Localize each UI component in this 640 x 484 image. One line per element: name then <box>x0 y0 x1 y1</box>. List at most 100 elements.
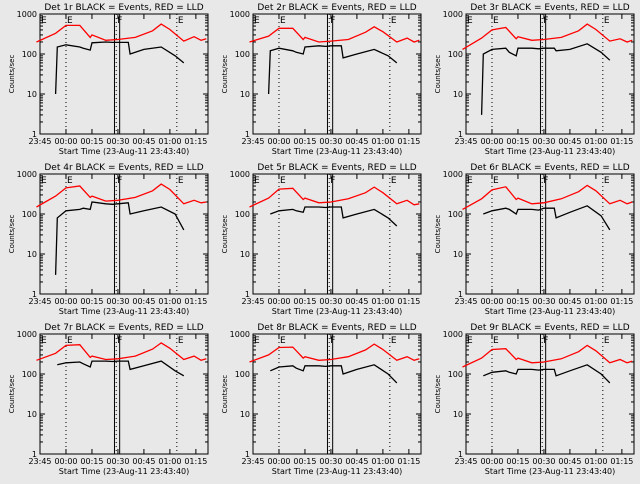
marker-label: E <box>280 16 286 26</box>
x-tick-label: 00:15 <box>506 457 529 466</box>
y-tick-label: 100 <box>235 50 250 59</box>
x-axis-label: Start Time (23-Aug-11 23:43:40) <box>272 467 403 476</box>
x-tick-label: 00:15 <box>293 137 316 146</box>
x-axis-label: Start Time (23-Aug-11 23:43:40) <box>272 147 403 156</box>
x-tick-label: 01:00 <box>158 137 181 146</box>
series-line-lld <box>249 343 420 363</box>
marker-label: E <box>493 176 499 186</box>
x-tick-label: 01:00 <box>158 457 181 466</box>
y-tick-label: 10 <box>27 250 37 259</box>
y-tick-label: 1 <box>458 290 463 299</box>
y-tick-label: 100 <box>235 210 250 219</box>
marker-label: E <box>493 16 499 26</box>
y-tick-label: 10 <box>453 90 463 99</box>
x-tick-label: 01:00 <box>371 297 394 306</box>
x-tick-label: 00:45 <box>132 137 155 146</box>
y-tick-label: 1000 <box>230 10 250 19</box>
x-tick-label: 00:00 <box>267 137 290 146</box>
series-line-events <box>270 206 398 227</box>
x-tick-label: 00:15 <box>80 457 103 466</box>
x-tick-label: 00:15 <box>293 297 316 306</box>
plot-frame <box>465 173 635 295</box>
x-tick-label: 01:00 <box>371 137 394 146</box>
plot-panel-4: Det 4r BLACK = Events, RED = LLD 1 10 100 10… <box>8 163 209 316</box>
y-tick-label: 100 <box>22 50 37 59</box>
x-tick-label: 00:45 <box>132 457 155 466</box>
marker-label: E <box>67 16 73 26</box>
plot-frame <box>252 173 422 295</box>
y-tick-label: 10 <box>453 410 463 419</box>
x-tick-label: 00:00 <box>480 297 503 306</box>
x-tick-label: 00:00 <box>54 457 77 466</box>
series-line-lld <box>36 342 207 362</box>
x-tick-label: 23:45 <box>28 457 51 466</box>
x-tick-label: 00:15 <box>293 457 316 466</box>
x-tick-label: 00:45 <box>558 297 581 306</box>
y-axis-label: Counts/sec <box>434 55 442 94</box>
plot-title: Det 8r BLACK = Events, RED = LLD <box>257 323 416 333</box>
y-tick-label: 100 <box>235 370 250 379</box>
y-tick-label: 10 <box>240 410 250 419</box>
marker-label: E <box>604 176 610 186</box>
x-tick-label: 01:15 <box>184 457 207 466</box>
marker-label: E <box>280 176 286 186</box>
series-line-lld <box>249 186 420 208</box>
marker-label: E <box>391 16 397 26</box>
x-tick-label: 00:00 <box>54 297 77 306</box>
plot-panel-7: Det 7r BLACK = Events, RED = LLD 1 10 100 10… <box>8 323 209 476</box>
x-tick-label: 00:30 <box>532 297 555 306</box>
plot-frame <box>252 13 422 135</box>
marker-label: E <box>391 176 397 186</box>
x-tick-label: 00:30 <box>106 457 129 466</box>
x-tick-label: 23:45 <box>454 297 477 306</box>
x-tick-label: 00:45 <box>345 137 368 146</box>
plot-frame <box>465 333 635 455</box>
x-axis-label: Start Time (23-Aug-11 23:43:40) <box>485 147 616 156</box>
y-tick-label: 1 <box>32 290 37 299</box>
x-tick-label: 01:15 <box>397 137 420 146</box>
y-axis-label: Counts/sec <box>8 55 16 94</box>
x-axis-label: Start Time (23-Aug-11 23:43:40) <box>485 307 616 316</box>
marker-label: E <box>391 336 397 346</box>
x-tick-label: 01:00 <box>584 297 607 306</box>
x-tick-label: 01:00 <box>158 297 181 306</box>
y-tick-label: 1000 <box>443 330 463 339</box>
marker-label: E <box>67 336 73 346</box>
y-tick-label: 1 <box>245 290 250 299</box>
y-tick-label: 100 <box>448 210 463 219</box>
y-tick-label: 1000 <box>443 170 463 179</box>
plot-frame <box>465 13 635 135</box>
y-tick-label: 1000 <box>230 170 250 179</box>
y-tick-label: 1 <box>32 450 37 459</box>
x-tick-label: 00:45 <box>345 457 368 466</box>
plot-frame <box>252 333 422 455</box>
series-line-lld <box>36 23 207 43</box>
series-line-events <box>267 45 398 95</box>
y-tick-label: 1 <box>458 130 463 139</box>
x-tick-label: 01:15 <box>610 297 633 306</box>
x-tick-label: 00:00 <box>480 457 503 466</box>
plot-title: Det 1r BLACK = Events, RED = LLD <box>44 3 203 13</box>
plot-title: Det 4r BLACK = Events, RED = LLD <box>44 163 203 173</box>
y-tick-label: 10 <box>453 250 463 259</box>
x-axis-label: Start Time (23-Aug-11 23:43:40) <box>59 467 190 476</box>
marker-label: E <box>493 336 499 346</box>
x-tick-label: 23:45 <box>241 137 264 146</box>
plot-title: Det 2r BLACK = Events, RED = LLD <box>257 3 416 13</box>
series-line-lld <box>462 344 633 368</box>
y-tick-label: 1 <box>245 130 250 139</box>
marker-label: E <box>467 176 473 186</box>
series-line-events <box>270 364 398 384</box>
x-tick-label: 23:45 <box>454 137 477 146</box>
x-tick-label: 00:30 <box>319 457 342 466</box>
series-line-events <box>57 360 185 377</box>
y-tick-label: 10 <box>240 250 250 259</box>
plot-title: Det 6r BLACK = Events, RED = LLD <box>470 163 629 173</box>
y-axis-label: Counts/sec <box>8 215 16 254</box>
y-axis-label: Counts/sec <box>434 375 442 414</box>
x-tick-label: 01:15 <box>184 137 207 146</box>
marker-label: E <box>178 336 184 346</box>
x-tick-label: 00:15 <box>80 137 103 146</box>
